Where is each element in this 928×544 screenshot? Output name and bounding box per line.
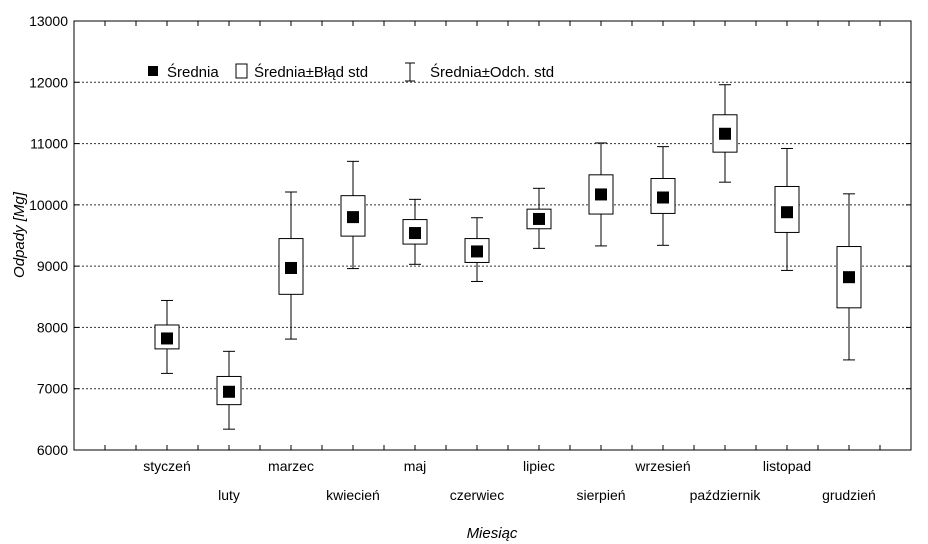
- y-tick-label: 9000: [37, 258, 68, 274]
- box-7: [588, 142, 614, 247]
- mean-marker: [533, 212, 545, 225]
- x-axis: styczeń luty marzec kwiecień maj czerwiec lipi…: [104, 21, 881, 503]
- box-10: [774, 147, 800, 271]
- plot-frame: [73, 20, 912, 451]
- legend-sd-label: Średnia±Odch. std: [430, 63, 554, 81]
- mean-marker: [843, 271, 855, 284]
- x-tick-label: październik: [690, 487, 762, 503]
- mean-marker: [409, 227, 421, 240]
- x-tick-label: wrzesień: [634, 458, 690, 474]
- box-2: [278, 191, 304, 340]
- y-tick-label: 7000: [37, 381, 68, 397]
- y-axis-label: Odpady [Mg]: [11, 191, 28, 278]
- x-tick-label: styczeń: [143, 458, 190, 474]
- y-tick-label: 6000: [37, 442, 68, 458]
- mean-marker: [595, 188, 607, 201]
- x-axis-label: Miesiąc: [467, 525, 518, 542]
- mean-marker: [719, 127, 731, 140]
- mean-marker: [223, 385, 235, 398]
- plot-series: [154, 84, 862, 430]
- x-tick-label: luty: [218, 487, 240, 503]
- mean-marker: [347, 211, 359, 224]
- mean-marker: [285, 261, 297, 274]
- x-tick-label: listopad: [763, 458, 811, 474]
- box-8: [650, 146, 676, 246]
- box-9: [712, 84, 738, 183]
- y-axis: 6000 7000 8000 9000 10000 11000 12000 13000: [29, 13, 911, 458]
- x-tick-label: lipiec: [523, 458, 555, 474]
- legend-se-marker: [235, 63, 248, 79]
- x-tick-label: kwiecień: [326, 487, 380, 503]
- y-tick-label: 13000: [29, 13, 68, 29]
- x-tick-label: grudzień: [822, 487, 876, 503]
- box-1: [216, 350, 242, 430]
- gridlines: [74, 81, 911, 390]
- x-tick-label: marzec: [268, 458, 314, 474]
- legend: Średnia Średnia±Błąd std Średnia±Odch. s…: [148, 62, 554, 82]
- y-tick-label: 10000: [29, 197, 68, 213]
- box-3: [340, 160, 366, 270]
- x-tick-label: sierpień: [576, 487, 625, 503]
- box-4: [402, 198, 428, 265]
- legend-se-label: Średnia±Błąd std: [254, 63, 368, 81]
- mean-marker: [657, 191, 669, 204]
- y-tick-label: 12000: [29, 74, 68, 90]
- box-5: [464, 217, 490, 282]
- y-tick-label: 11000: [30, 136, 68, 152]
- box-11: [836, 193, 862, 361]
- y-tick-label: 8000: [37, 319, 68, 335]
- mean-marker: [161, 332, 173, 345]
- mean-marker: [781, 206, 793, 219]
- x-tick-label: czerwiec: [450, 487, 504, 503]
- x-tick-label: maj: [404, 458, 427, 474]
- legend-sd-marker: [405, 62, 415, 82]
- box-0: [154, 299, 180, 374]
- box-6: [526, 187, 552, 249]
- legend-mean-label: Średnia: [167, 63, 219, 81]
- legend-mean-marker: [148, 66, 158, 76]
- mean-marker: [471, 245, 483, 258]
